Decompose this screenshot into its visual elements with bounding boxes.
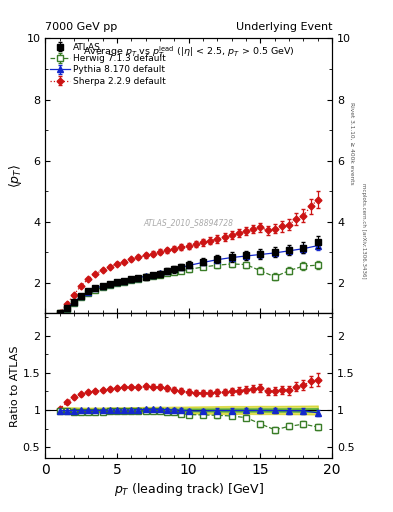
Text: mcplots.cern.ch [arXiv:1306.3436]: mcplots.cern.ch [arXiv:1306.3436] — [361, 183, 366, 278]
Text: Rivet 3.1.10, ≥ 400k events: Rivet 3.1.10, ≥ 400k events — [349, 102, 354, 185]
Text: 7000 GeV pp: 7000 GeV pp — [45, 22, 118, 32]
Legend: ATLAS, Herwig 7.1.3 default, Pythia 8.170 default, Sherpa 2.2.9 default: ATLAS, Herwig 7.1.3 default, Pythia 8.17… — [48, 41, 168, 88]
Y-axis label: Ratio to ATLAS: Ratio to ATLAS — [10, 345, 20, 426]
X-axis label: $p_T$ (leading track) [GeV]: $p_T$ (leading track) [GeV] — [114, 481, 264, 498]
Y-axis label: $\langle p_T \rangle$: $\langle p_T \rangle$ — [7, 164, 24, 188]
Text: Underlying Event: Underlying Event — [235, 22, 332, 32]
Text: Average $p_T$ vs $p_T^{\mathregular{lead}}$ ($|\eta|$ < 2.5, $p_T$ > 0.5 GeV): Average $p_T$ vs $p_T^{\mathregular{lead… — [83, 45, 295, 60]
Text: ATLAS_2010_S8894728: ATLAS_2010_S8894728 — [143, 218, 234, 227]
